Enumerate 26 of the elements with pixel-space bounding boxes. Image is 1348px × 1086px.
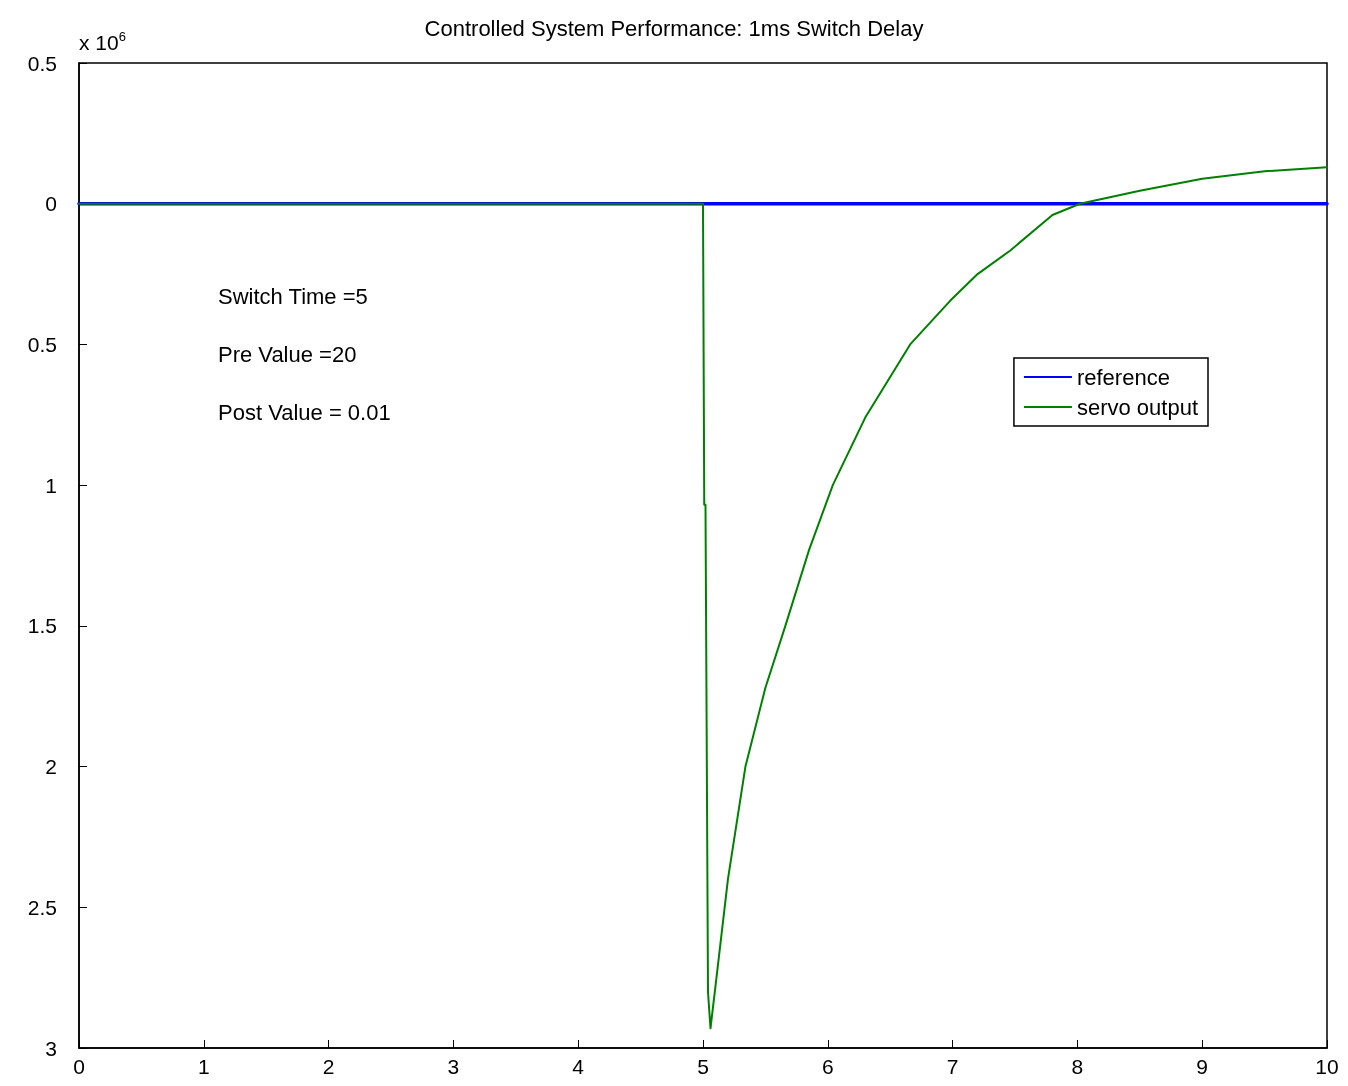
y-tick-label: 1 xyxy=(45,473,57,497)
line-series xyxy=(78,166,1328,1030)
chart-title: Controlled System Performance: 1ms Switch Delay xyxy=(424,15,924,41)
legend-label: reference xyxy=(1076,364,1170,390)
x-tick-label: 0 xyxy=(73,1055,85,1078)
annotation: Switch Time =5 xyxy=(218,283,368,309)
x-tick-label: 9 xyxy=(1196,1055,1209,1078)
x-tick-label: 6 xyxy=(821,1055,834,1078)
x-tick-label: 3 xyxy=(447,1055,460,1078)
x-tick-label: 1 xyxy=(197,1055,210,1078)
y-tick-label: 2 xyxy=(45,755,57,779)
y-tick-label: 0.5 xyxy=(27,332,57,356)
annotation: Post Value = 0.01 xyxy=(218,399,391,425)
y-tick-label: 3 xyxy=(45,1036,57,1060)
y-tick-label: 0.5 xyxy=(27,51,57,75)
annotation: Pre Value =20 xyxy=(218,341,357,367)
x-tick-label: 4 xyxy=(572,1055,585,1078)
x-tick-label: 10 xyxy=(1315,1055,1339,1078)
y-tick-label: 0 xyxy=(45,192,57,216)
y-tick-label: 2.5 xyxy=(27,895,57,919)
legend-label: servo output xyxy=(1076,394,1198,420)
x-tick-label: 2 xyxy=(322,1055,335,1078)
x-tick-label: 5 xyxy=(697,1055,709,1078)
y-tick-label: 1.5 xyxy=(27,614,57,638)
x-tick-label: 7 xyxy=(946,1055,959,1078)
x-tick-label: 8 xyxy=(1071,1055,1084,1078)
